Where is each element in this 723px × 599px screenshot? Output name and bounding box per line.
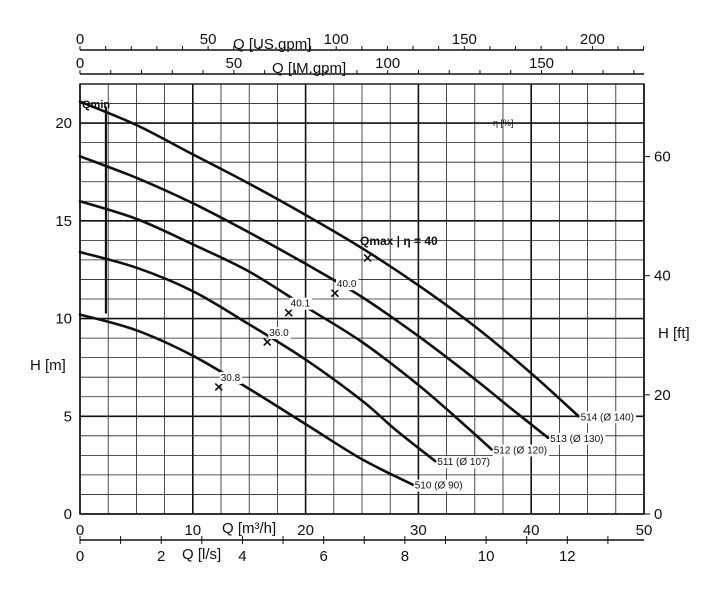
y-axis-title: H [m] xyxy=(30,357,66,374)
right-tick-label: 0 xyxy=(654,506,662,523)
qmin-label: Qmin xyxy=(82,99,110,111)
curve-end-label: 511 (Ø 107) xyxy=(436,456,492,469)
curve-label-text: 512 (Ø 120) xyxy=(494,446,547,457)
performance-curve xyxy=(78,100,580,418)
eta-unit-label: η [%] xyxy=(493,118,514,128)
efficiency-tick xyxy=(214,383,223,391)
right-tick-label: 60 xyxy=(654,149,671,166)
curve-label-bg xyxy=(413,479,465,492)
usgpm-tick-label: 0 xyxy=(76,31,84,48)
x-tick-label: 40 xyxy=(523,522,540,539)
imgpm-tick-label: 100 xyxy=(375,55,400,72)
curve-end-label: 513 (Ø 130) xyxy=(549,432,606,445)
efficiency-label-text: 30.8 xyxy=(221,373,241,384)
curve-label-text: 511 (Ø 107) xyxy=(437,457,490,468)
lps-tick-label: 4 xyxy=(238,548,246,565)
right-tick-label: 20 xyxy=(654,387,671,404)
usgpm-tick-label: 200 xyxy=(580,31,605,48)
right-axis-title: H [ft] xyxy=(658,325,690,342)
curve-label-text: 510 (Ø 90) xyxy=(415,481,463,492)
right-tick-label: 40 xyxy=(654,268,671,285)
efficiency-label-bg xyxy=(289,297,313,310)
imgpm-tick-label: 0 xyxy=(76,55,84,72)
lps-tick-label: 0 xyxy=(76,548,84,565)
efficiency-tick xyxy=(331,289,339,297)
imgpm-tick-label: 50 xyxy=(225,55,242,72)
efficiency-label-bg xyxy=(268,327,291,339)
usgpm-tick-label: 150 xyxy=(452,31,477,48)
usgpm-tick-label: 100 xyxy=(324,31,349,48)
y-tick-label: 10 xyxy=(55,311,72,328)
grid xyxy=(79,83,645,515)
x-tick-label: 30 xyxy=(410,522,427,539)
curve-label-bg xyxy=(579,411,636,424)
curve-end-label: 510 (Ø 90) xyxy=(413,479,465,492)
lps-tick-label: 10 xyxy=(478,548,495,565)
lps-tick-label: 6 xyxy=(319,548,327,565)
imgpm-tick-label: 150 xyxy=(529,55,554,72)
y-tick-label: 15 xyxy=(55,213,72,230)
efficiency-label: 40.0 xyxy=(335,278,359,291)
curve-end-label: 512 (Ø 120) xyxy=(492,444,550,457)
x-axis-title: Q [m³/h] xyxy=(222,520,276,537)
qmax-label: Qmax | η = 40 xyxy=(360,234,438,248)
lps-tick-label: 8 xyxy=(401,548,409,565)
usgpm-axis-title: Q [US.gpm] xyxy=(233,36,311,53)
efficiency-label-bg xyxy=(219,371,243,384)
x-tick-label: 20 xyxy=(297,522,314,539)
y-tick-label: 5 xyxy=(64,408,72,425)
imgpm-axis-title: Q [IM.gpm] xyxy=(272,60,346,77)
x-tick-label: 50 xyxy=(636,522,653,539)
efficiency-tick xyxy=(284,308,293,317)
performance-curve xyxy=(78,313,415,486)
curve-label-bg xyxy=(549,432,606,445)
x-tick-label: 0 xyxy=(76,522,84,539)
efficiency-label: 40.1 xyxy=(289,297,313,310)
curve-end-label: 514 (Ø 140) xyxy=(579,411,636,424)
curve-label-text: 513 (Ø 130) xyxy=(550,434,603,445)
lps-tick-label: 2 xyxy=(157,548,165,565)
efficiency-tick xyxy=(263,338,272,346)
efficiency-tick xyxy=(363,254,372,262)
lps-axis-title: Q [l/s] xyxy=(182,546,221,563)
efficiency-label: 36.0 xyxy=(268,327,291,339)
plot-frame xyxy=(79,83,645,515)
y-tick-label: 20 xyxy=(55,115,72,132)
performance-curve xyxy=(78,250,437,463)
efficiency-label-text: 40.0 xyxy=(337,279,357,290)
efficiency-label: 30.8 xyxy=(219,371,243,384)
y-tick-label: 0 xyxy=(64,506,72,523)
curve-label-text: 514 (Ø 140) xyxy=(581,412,634,423)
efficiency-label-text: 36.0 xyxy=(269,328,289,339)
efficiency-label-bg xyxy=(335,278,359,291)
performance-curve xyxy=(78,155,550,440)
efficiency-label-text: 40.1 xyxy=(291,299,311,310)
performance-curves xyxy=(78,100,580,486)
x-tick-label: 10 xyxy=(184,522,201,539)
lps-tick-label: 12 xyxy=(559,548,576,565)
curve-label-bg xyxy=(492,444,550,457)
usgpm-tick-label: 50 xyxy=(200,31,217,48)
curve-label-bg xyxy=(436,456,492,469)
